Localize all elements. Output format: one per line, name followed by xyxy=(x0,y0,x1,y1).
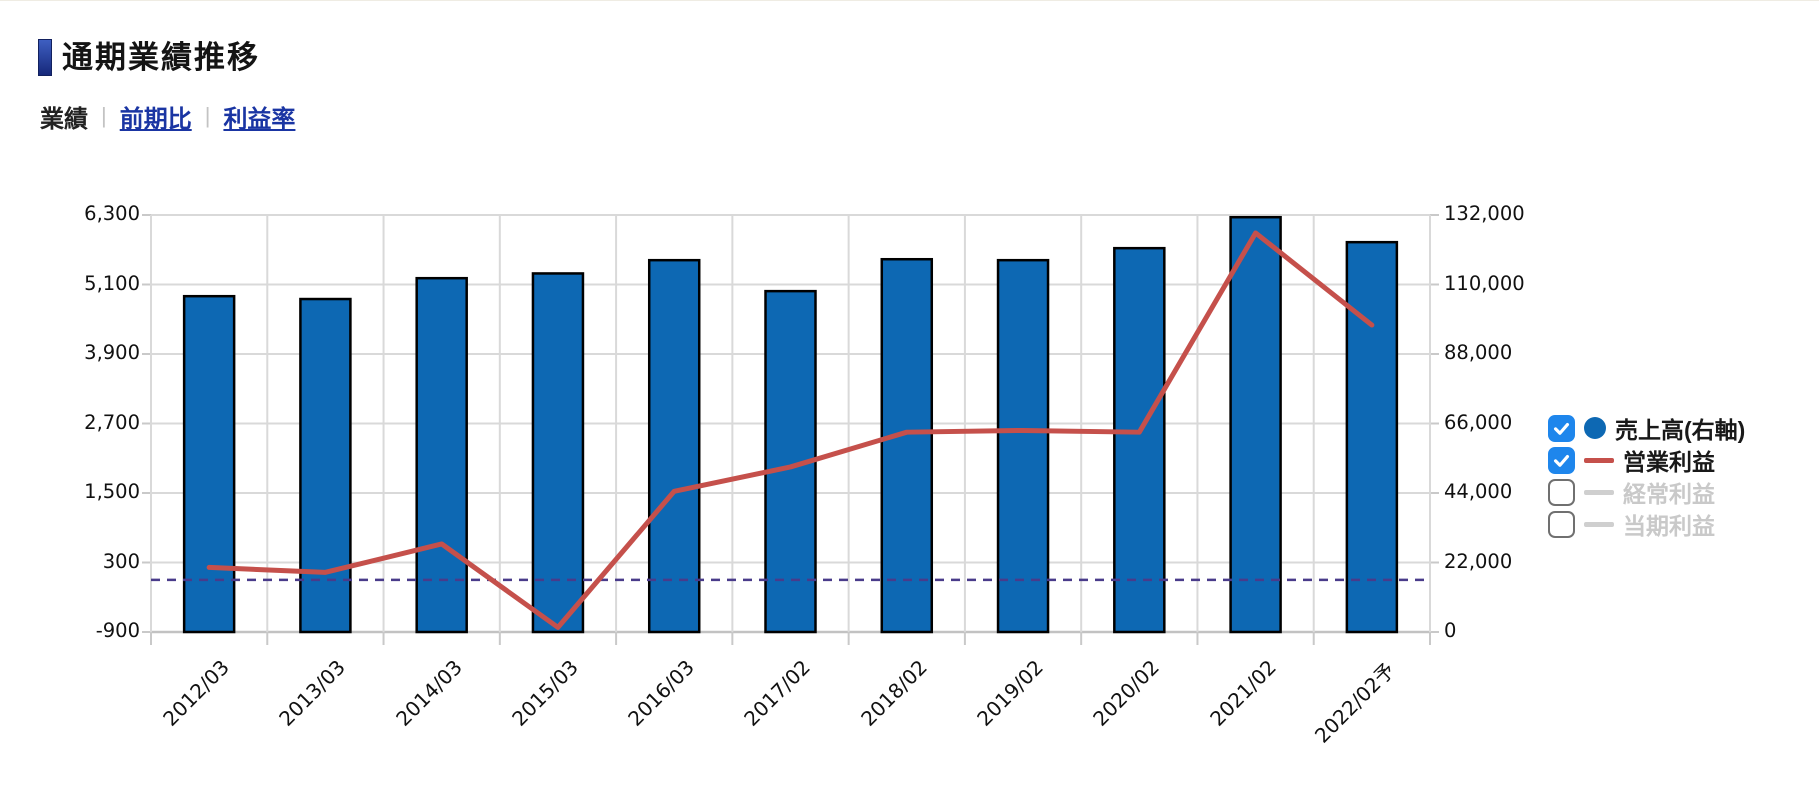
operating-profit-line xyxy=(206,230,1375,630)
legend-checkbox-operating-profit[interactable] xyxy=(1548,446,1575,474)
tab-bar: 業績 | 前期比 | 利益率 xyxy=(40,99,295,134)
x-axis-label: 2020/02 xyxy=(1088,655,1164,731)
chart-legend: 売上高(右軸) 営業利益 経常利益 当期利益 xyxy=(1548,412,1819,540)
left-axis-label: -900 xyxy=(95,619,140,642)
left-axis-label: 6,300 xyxy=(84,202,140,225)
tab-separator: | xyxy=(101,102,107,128)
legend-checkbox-net-profit[interactable] xyxy=(1548,510,1575,538)
right-axis-label: 88,000 xyxy=(1444,341,1513,364)
x-axis-label: 2014/03 xyxy=(391,655,467,731)
right-axis-label: 44,000 xyxy=(1444,480,1513,503)
right-axis-label: 66,000 xyxy=(1444,411,1513,434)
bar-2016/03 xyxy=(647,258,701,634)
bar-2022/02予 xyxy=(1345,240,1399,634)
x-axis-label: 2015/03 xyxy=(507,655,583,731)
page-title: 通期業績推移 xyxy=(62,40,260,75)
bar-2015/03 xyxy=(531,272,585,634)
legend-label-ordinary-profit: 経常利益 xyxy=(1623,481,1715,507)
x-axis-label: 2019/02 xyxy=(972,655,1048,731)
x-axis-label: 2018/02 xyxy=(856,655,932,731)
right-axis-label: 22,000 xyxy=(1444,550,1513,573)
tab-yoy[interactable]: 前期比 xyxy=(119,106,192,133)
right-axis-label: 110,000 xyxy=(1444,272,1525,295)
top-edge-line xyxy=(0,0,1819,1)
legend-label-sales: 売上高(右軸) xyxy=(1615,417,1746,443)
legend-checkbox-sales[interactable] xyxy=(1548,414,1575,442)
bar-2014/03 xyxy=(415,276,468,634)
right-axis-label: 0 xyxy=(1444,619,1457,642)
legend-marker-net-profit xyxy=(1584,521,1614,527)
tab-separator: | xyxy=(204,102,211,128)
title-marker xyxy=(38,39,52,76)
legend-checkbox-ordinary-profit[interactable] xyxy=(1548,478,1575,506)
legend-label-net-profit: 当期利益 xyxy=(1623,513,1715,539)
bar-2019/02 xyxy=(996,258,1050,634)
bar-2012/03 xyxy=(182,294,236,634)
x-axis-label: 2012/03 xyxy=(158,655,234,731)
left-axis-label: 5,100 xyxy=(84,272,140,295)
x-axis-label: 2017/02 xyxy=(739,655,815,731)
legend-marker-ordinary-profit xyxy=(1584,489,1614,495)
x-axis-label: 2013/03 xyxy=(274,655,350,731)
bar-2020/02 xyxy=(1113,246,1166,634)
legend-label-operating-profit: 営業利益 xyxy=(1623,449,1715,475)
tab-margin[interactable]: 利益率 xyxy=(223,106,296,133)
x-axis-label: 2016/03 xyxy=(623,655,699,731)
legend-row-ordinary-profit: 経常利益 xyxy=(1548,476,1819,508)
bar-2021/02 xyxy=(1229,215,1282,634)
left-axis-label: 2,700 xyxy=(84,411,140,434)
legend-marker-operating-profit xyxy=(1584,457,1614,463)
chart-plot-area xyxy=(142,214,1439,645)
right-axis-label: 132,000 xyxy=(1444,202,1525,225)
tab-performance[interactable]: 業績 xyxy=(40,106,88,133)
left-axis-label: 300 xyxy=(102,550,140,573)
x-axis-label: 2021/02 xyxy=(1205,655,1281,731)
x-axis-label: 2022/02予 xyxy=(1309,657,1400,748)
left-axis-label: 3,900 xyxy=(84,341,140,364)
left-axis-label: 1,500 xyxy=(84,480,140,503)
legend-row-sales: 売上高(右軸) xyxy=(1548,412,1819,444)
bar-2018/02 xyxy=(880,257,934,634)
check-icon xyxy=(1553,454,1570,467)
bar-2013/03 xyxy=(299,297,352,634)
legend-row-net-profit: 当期利益 xyxy=(1548,508,1819,540)
legend-row-operating-profit: 営業利益 xyxy=(1548,444,1819,476)
legend-marker-sales xyxy=(1584,417,1606,439)
check-icon xyxy=(1553,422,1570,435)
